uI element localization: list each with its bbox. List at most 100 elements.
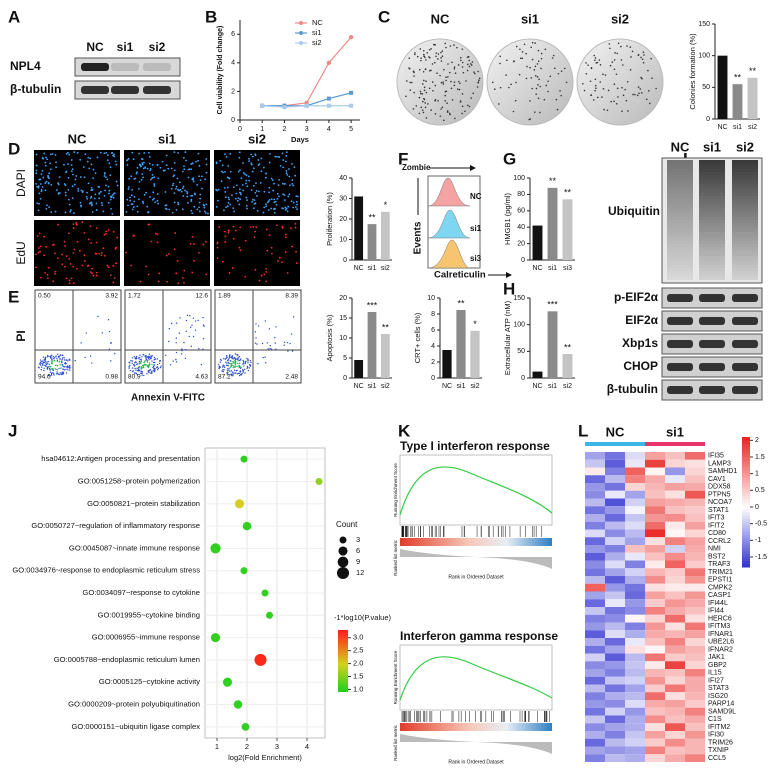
event [131,367,134,369]
colony [560,70,563,72]
nucleus [133,195,136,198]
nucleus [95,271,98,274]
colony [640,76,642,79]
nucleus [291,179,294,182]
event [170,322,173,325]
colony [443,68,445,71]
nucleus [68,279,71,282]
colorbar-step [742,518,750,522]
nucleus [291,162,293,165]
smear [667,217,693,220]
histogram [427,209,471,239]
nucleus [112,281,115,284]
nucleus [131,203,134,206]
protein-label: EIF2α [625,313,658,327]
nucleus [43,235,45,238]
nucleus [282,193,285,196]
heat-cell [605,715,625,724]
heat-cell [645,614,665,623]
nucleus [35,183,38,185]
smear [667,208,693,211]
colony [424,106,427,109]
event [101,332,104,334]
colony [414,53,416,56]
nucleus [157,280,160,283]
smear [667,205,693,208]
nucleus [283,194,286,197]
nucleus [216,257,219,259]
colony [613,59,616,61]
colony [531,87,534,90]
significance: * [473,319,477,329]
nucleus [45,207,48,210]
nucleus [269,152,271,155]
y-tick-label: 5 [343,355,347,362]
data-point [282,105,287,110]
nucleus [54,270,57,273]
nucleus [182,195,185,197]
nucleus [100,254,103,257]
colorbar-step [742,531,750,535]
nucleus [98,252,101,255]
event [160,365,162,367]
nucleus [237,170,240,173]
heat-cell [645,552,665,561]
y-tick-label: GO:0005788~endoplasmic reticulum lumen [54,655,200,664]
event [180,353,183,355]
event [148,370,151,372]
nucleus [48,206,51,209]
nucleus [291,182,294,185]
colorbar-step [742,505,750,509]
heat-cell [605,707,625,716]
nucleus [76,151,79,154]
event [257,363,259,365]
x-tick-label: 2 [282,126,286,133]
colony [499,62,501,65]
heat-cell [685,645,705,654]
heat-cell [625,645,645,654]
nucleus [112,196,115,199]
heat-cell [585,529,605,538]
colony [637,86,640,88]
smear [732,190,758,193]
heat-cell [665,568,685,576]
smear [732,277,758,280]
colony [642,61,645,64]
nucleus [251,155,254,158]
heat-cell [665,483,685,491]
colony [512,110,515,113]
nucleus [113,277,116,279]
stain-label: EdU [14,241,28,264]
event [156,363,159,366]
smear [667,184,693,187]
band [111,63,139,71]
nucleus [45,245,48,248]
colony [627,110,629,112]
nucleus [91,272,94,275]
protein-label: p-EIF2α [614,290,659,304]
smear [699,169,725,172]
nucleus [285,155,288,157]
nucleus [274,200,277,203]
colony [454,117,456,120]
nucleus [116,184,119,187]
heat-cell [665,754,685,762]
nucleus [76,224,78,226]
axis-label: Rank in Ordered Dataset [448,759,504,765]
colony [602,88,605,90]
smear [667,265,693,268]
y-tick-label: 0 [343,375,347,382]
row-label: TRIM21 [708,569,733,576]
heat-cell [645,653,665,662]
event [133,356,135,358]
histogram [427,239,471,269]
colony [434,84,437,87]
smear [732,160,758,163]
colony [428,49,431,51]
nucleus [255,226,258,229]
nucleus [38,192,41,195]
colony [473,71,475,73]
nucleus [40,190,43,193]
nucleus [159,166,162,169]
band [699,294,725,302]
